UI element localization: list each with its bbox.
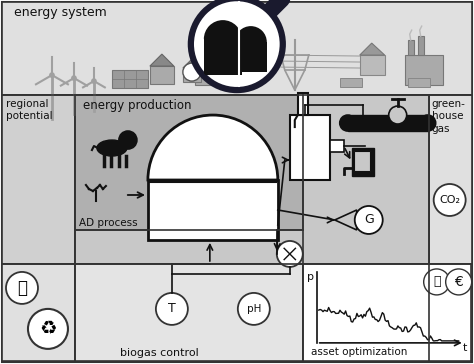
Text: T: T: [168, 302, 176, 316]
Bar: [418, 36, 424, 55]
Wedge shape: [204, 20, 242, 39]
Polygon shape: [335, 210, 357, 230]
Text: CO₂: CO₂: [439, 195, 460, 205]
Polygon shape: [360, 43, 385, 55]
Circle shape: [238, 293, 270, 325]
Text: asset optimization: asset optimization: [311, 347, 407, 357]
Text: AD process: AD process: [79, 218, 137, 228]
Polygon shape: [195, 60, 215, 70]
Circle shape: [50, 73, 54, 77]
Wedge shape: [148, 115, 278, 180]
Circle shape: [434, 184, 465, 216]
Bar: [75, 95, 428, 264]
Text: energy production: energy production: [83, 99, 191, 112]
Circle shape: [156, 293, 188, 325]
Bar: [2, 2, 472, 95]
Bar: [340, 78, 362, 87]
Polygon shape: [150, 54, 174, 66]
Bar: [303, 264, 471, 361]
Text: regional
potential: regional potential: [6, 99, 53, 122]
Ellipse shape: [97, 140, 127, 156]
Circle shape: [355, 206, 383, 234]
Circle shape: [424, 269, 450, 295]
Bar: [75, 95, 303, 230]
Circle shape: [119, 131, 137, 149]
Text: green-
house
gas: green- house gas: [432, 99, 465, 134]
Bar: [2, 264, 75, 361]
Text: ⏻: ⏻: [433, 276, 440, 288]
Text: G: G: [364, 213, 374, 226]
Text: €: €: [454, 275, 463, 289]
Bar: [348, 115, 428, 131]
Bar: [354, 151, 370, 171]
Bar: [428, 95, 472, 264]
Circle shape: [72, 76, 76, 80]
Bar: [2, 264, 472, 361]
Bar: [75, 264, 303, 361]
Bar: [183, 68, 201, 82]
Circle shape: [92, 79, 96, 83]
Bar: [204, 39, 242, 75]
Polygon shape: [183, 59, 201, 68]
Circle shape: [446, 269, 472, 295]
Bar: [360, 55, 385, 75]
Circle shape: [340, 115, 356, 131]
Bar: [150, 66, 174, 84]
Text: ♻: ♻: [39, 319, 57, 339]
Bar: [235, 42, 267, 72]
Text: p: p: [307, 272, 314, 282]
Bar: [148, 180, 278, 240]
Bar: [352, 148, 374, 176]
Bar: [330, 140, 344, 152]
Bar: [408, 78, 430, 87]
Circle shape: [191, 0, 283, 90]
Bar: [290, 115, 330, 180]
Bar: [405, 55, 443, 85]
Circle shape: [28, 309, 68, 349]
Circle shape: [419, 115, 436, 131]
Bar: [112, 70, 148, 88]
Text: pH: pH: [246, 304, 261, 314]
Bar: [2, 95, 75, 264]
Text: biogas control: biogas control: [120, 348, 199, 358]
Bar: [195, 70, 215, 85]
Text: 🌱: 🌱: [17, 279, 27, 297]
Wedge shape: [235, 26, 267, 42]
Text: energy system: energy system: [14, 6, 107, 19]
Circle shape: [277, 241, 303, 267]
Bar: [408, 40, 414, 55]
Bar: [298, 93, 308, 115]
Circle shape: [183, 63, 201, 81]
Circle shape: [6, 272, 38, 304]
Text: t: t: [463, 343, 467, 353]
Circle shape: [389, 106, 407, 124]
